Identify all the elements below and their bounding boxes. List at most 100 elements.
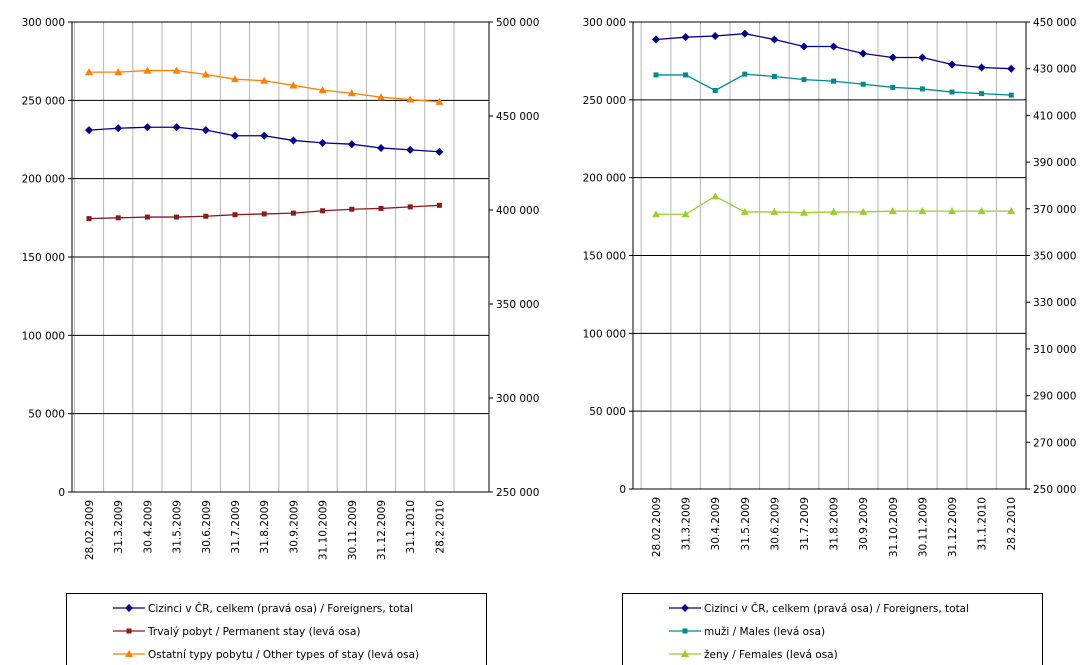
data-point (1008, 92, 1014, 98)
left-axis-tick-label: 0 (619, 484, 626, 496)
legend-swatch-marker (126, 628, 132, 634)
data-point (318, 86, 327, 94)
legend-swatch-marker (682, 628, 688, 634)
x-tick-label: 31.7.2009 (799, 497, 811, 550)
data-point (320, 208, 326, 214)
data-point (770, 207, 779, 215)
x-tick-label: 28.2.2010 (1006, 497, 1018, 550)
left-axis-tick-label: 200 000 (583, 173, 626, 185)
data-point (890, 84, 896, 90)
data-point (919, 86, 925, 92)
legend-label: Cizinci v ČR, celkem (pravá osa) / Forei… (704, 602, 969, 615)
chart-right: 0 50 000 100 000 150 000 200 000 250 000 300 0… (583, 17, 1076, 665)
right-axis-tick-label: 450 000 (1033, 17, 1076, 29)
legend-swatch-marker (681, 604, 689, 612)
left-axis-tick-label: 0 (58, 487, 65, 499)
legend-label: muži / Males (levá osa) (704, 626, 825, 638)
left-axis-tick-label: 200 000 (22, 174, 65, 186)
right-axis-tick-label: 300 000 (496, 393, 539, 405)
data-point (888, 53, 897, 62)
data-point (801, 77, 807, 83)
data-point (800, 42, 808, 51)
left-axis-tick-label: 150 000 (22, 252, 65, 264)
data-point (711, 32, 720, 41)
data-point (948, 60, 956, 69)
series-1 (652, 29, 1016, 73)
data-point (144, 214, 150, 220)
left-axis-tick-label: 100 000 (583, 328, 626, 340)
data-point (378, 205, 384, 211)
right-axis-tick-label: 310 000 (1033, 344, 1076, 356)
x-tick-label: 31.10.2009 (888, 497, 900, 557)
series-line (656, 73, 1012, 96)
data-point (435, 97, 444, 105)
x-tick-label: 31.3.2009 (113, 500, 125, 553)
right-axis-tick-label: 400 000 (496, 205, 539, 217)
data-point (1007, 64, 1016, 73)
data-point (683, 72, 689, 78)
x-tick-label: 28.02.2009 (651, 497, 663, 557)
data-point (436, 202, 442, 208)
x-tick-label: 31.1.2010 (977, 497, 989, 550)
legend-item: muži / Males (levá osa) (669, 626, 825, 638)
data-point (172, 123, 181, 132)
right-axis-tick-label: 350 000 (1033, 251, 1076, 263)
data-point (347, 140, 356, 149)
right-axis-tick-label: 270 000 (1033, 437, 1076, 449)
data-point (231, 75, 239, 83)
data-point (232, 212, 238, 218)
data-point (652, 210, 660, 218)
data-point (289, 81, 298, 89)
data-point (85, 68, 93, 76)
x-tick-label: 30.11.2009 (917, 497, 929, 557)
right-axis-tick-label: 330 000 (1033, 297, 1076, 309)
data-point (86, 216, 92, 222)
data-point (114, 68, 123, 76)
data-point (860, 81, 866, 87)
legend: Cizinci v ČR, celkem (pravá osa) / Forei… (66, 593, 487, 665)
right-axis-tick-label: 450 000 (496, 111, 539, 123)
series-2 (86, 202, 442, 222)
data-point (888, 207, 897, 215)
data-point (681, 210, 690, 218)
right-axis-tick-label: 500 000 (496, 17, 539, 29)
legend-swatch-marker (681, 650, 689, 657)
data-point (740, 29, 749, 38)
series-3 (652, 192, 1016, 218)
data-point (406, 95, 415, 103)
data-point (435, 147, 444, 156)
data-point (979, 91, 985, 97)
x-tick-label: 30.4.2009 (142, 500, 154, 553)
legend-label: Cizinci v ČR, celkem (pravá osa) / Forei… (148, 602, 413, 615)
data-point (201, 126, 210, 135)
data-point (977, 207, 986, 215)
data-point (114, 124, 123, 133)
data-point (829, 207, 838, 215)
data-point (740, 207, 749, 215)
left-axis-tick-label: 150 000 (583, 251, 626, 263)
data-point (203, 213, 209, 219)
x-tick-label: 30.6.2009 (201, 500, 213, 553)
left-axis-tick-label: 50 000 (28, 409, 65, 421)
data-point (948, 207, 956, 215)
data-point (406, 145, 415, 154)
data-point (377, 143, 385, 152)
data-point (859, 49, 868, 58)
data-point (231, 131, 239, 140)
series-1 (85, 123, 444, 156)
data-point (829, 42, 838, 51)
series-line (89, 69, 440, 103)
x-tick-label: 28.02.2009 (84, 500, 96, 560)
data-point (174, 214, 180, 220)
data-point (347, 89, 356, 97)
data-point (770, 35, 779, 44)
x-tick-label: 31.1.2010 (405, 500, 417, 553)
left-axis-tick-label: 250 000 (583, 95, 626, 107)
x-tick-label: 31.8.2009 (829, 497, 841, 550)
x-tick-label: 30.9.2009 (858, 497, 870, 550)
data-point (653, 72, 659, 78)
data-point (260, 76, 269, 84)
data-point (261, 211, 267, 217)
right-axis-tick-label: 290 000 (1033, 391, 1076, 403)
